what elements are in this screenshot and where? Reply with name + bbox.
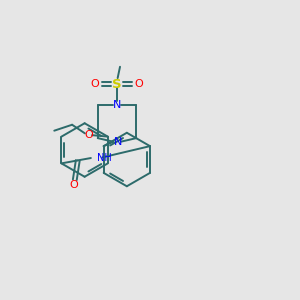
- Text: O: O: [91, 79, 99, 89]
- Text: S: S: [112, 77, 122, 91]
- Text: N: N: [113, 100, 121, 110]
- Text: O: O: [135, 79, 143, 89]
- Text: O: O: [70, 180, 79, 190]
- Text: NH: NH: [97, 153, 111, 163]
- Text: O: O: [84, 130, 93, 140]
- Text: N: N: [114, 137, 122, 147]
